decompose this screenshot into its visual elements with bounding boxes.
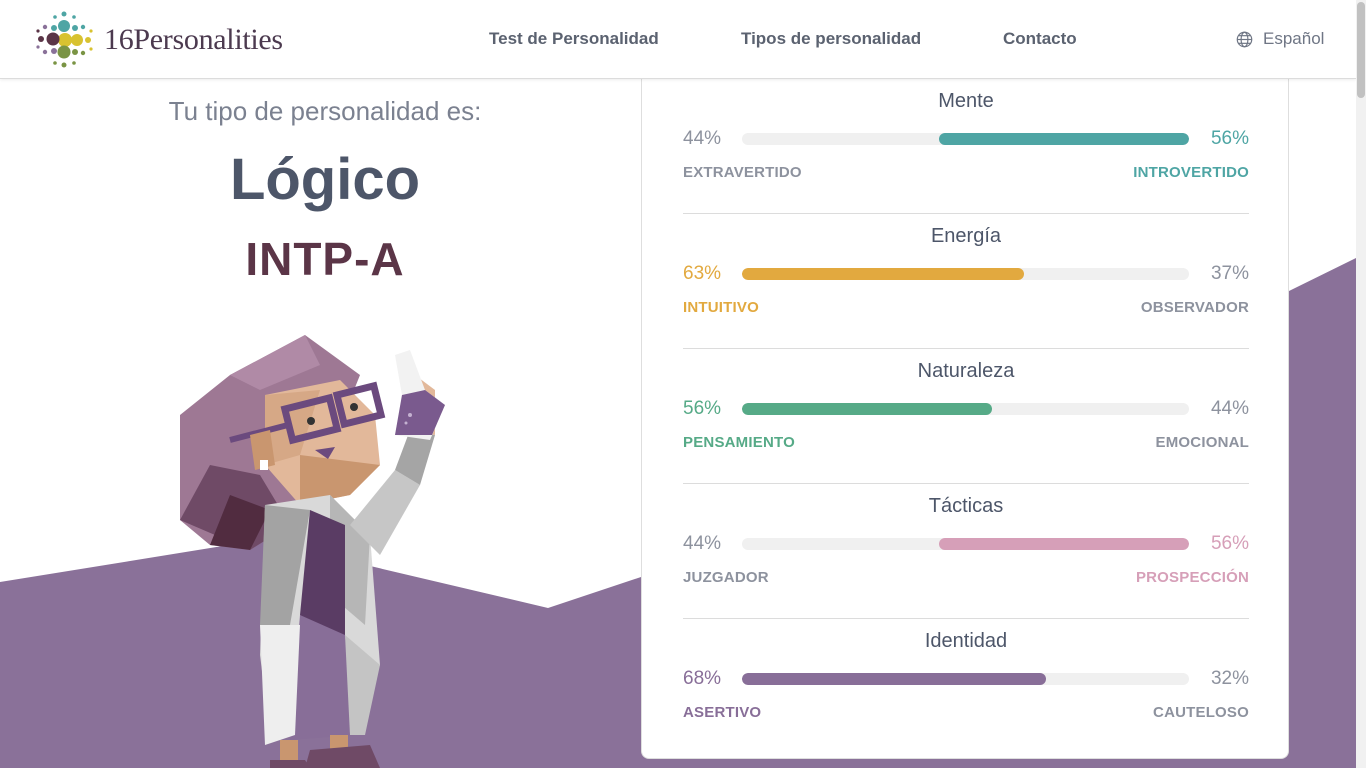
globe-icon: [1236, 31, 1253, 47]
page-scrollbar[interactable]: [1356, 0, 1366, 768]
trait-bar-fill: [938, 538, 1189, 550]
trait-right-label: PROSPECCIÓN: [1135, 569, 1249, 586]
trait-right-percent: 44%: [1210, 398, 1249, 419]
trait-right-label: INTROVERTIDO: [1133, 164, 1249, 181]
trait-left-percent: 56%: [683, 398, 722, 419]
trait-right-percent: 56%: [1210, 128, 1249, 149]
logo-text: 16Personalities: [104, 23, 283, 56]
trait-left-label: EXTRAVERTIDO: [683, 164, 802, 181]
site-header: 16Personalities Test de Personalidad Tip…: [0, 0, 1356, 79]
nav-personality-types[interactable]: Tipos de personalidad: [741, 29, 922, 48]
trait-bar-fill: [742, 268, 1024, 280]
trait-right-percent: 32%: [1210, 668, 1249, 689]
language-label: Español: [1263, 29, 1325, 48]
trait-left-label: ASERTIVO: [683, 704, 762, 721]
trait-bar: [742, 133, 1189, 145]
trait-left-percent: 63%: [683, 263, 722, 284]
trait-title: Energía: [930, 225, 1002, 247]
trait-bar: [742, 538, 1189, 550]
trait-left-percent: 68%: [683, 668, 722, 689]
result-intro: Tu tipo de personalidad es:: [168, 96, 482, 126]
trait-bar-fill: [742, 403, 993, 415]
trait-energy: Energía 63% 37% INTUITIVO OBSERVADOR: [683, 214, 1249, 349]
trait-tactics: Tácticas 44% 56% JUZGADOR PROSPECCIÓN: [683, 484, 1249, 619]
trait-bar: [742, 268, 1189, 280]
divider: [683, 483, 1249, 484]
traits-card: Mente 44% 56% EXTRAVERTIDO INTROVERTIDO …: [641, 79, 1289, 759]
trait-left-percent: 44%: [683, 533, 722, 554]
trait-bar: [742, 403, 1189, 415]
trait-identity: Identidad 68% 32% ASERTIVO CAUTELOSO: [683, 619, 1249, 754]
trait-title: Identidad: [924, 630, 1008, 652]
trait-left-label: JUZGADOR: [683, 569, 769, 586]
divider: [683, 348, 1249, 349]
scrollbar-thumb[interactable]: [1357, 2, 1365, 98]
trait-left-label: INTUITIVO: [683, 299, 759, 316]
trait-right-percent: 56%: [1210, 533, 1249, 554]
trait-left-percent: 44%: [683, 128, 722, 149]
nav-personality-test[interactable]: Test de Personalidad: [489, 29, 659, 48]
divider: [683, 618, 1249, 619]
trait-bar-fill: [742, 673, 1046, 685]
site-logo[interactable]: 16Personalities: [33, 9, 283, 71]
trait-bar-fill: [938, 133, 1189, 145]
trait-right-percent: 37%: [1210, 263, 1249, 284]
trait-mind: Mente 44% 56% EXTRAVERTIDO INTROVERTIDO: [683, 79, 1249, 214]
trait-title: Tácticas: [928, 495, 1004, 517]
trait-left-label: PENSAMIENTO: [683, 434, 795, 451]
divider: [683, 213, 1249, 214]
trait-nature: Naturaleza 56% 44% PENSAMIENTO EMOCIONAL: [683, 349, 1249, 484]
trait-title: Naturaleza: [917, 360, 1015, 382]
trait-bar: [742, 673, 1189, 685]
trait-right-label: EMOCIONAL: [1155, 434, 1249, 451]
trait-right-label: CAUTELOSO: [1153, 704, 1249, 721]
logo-icon: [36, 11, 93, 68]
nav-contact[interactable]: Contacto: [1003, 29, 1077, 48]
trait-right-label: OBSERVADOR: [1140, 299, 1249, 316]
language-selector[interactable]: Español: [1236, 29, 1324, 49]
personality-type-code: INTP-A: [245, 233, 405, 285]
logician-character-illustration: [180, 335, 445, 768]
personality-type-name: Lógico: [229, 147, 421, 212]
trait-title: Mente: [938, 90, 994, 112]
